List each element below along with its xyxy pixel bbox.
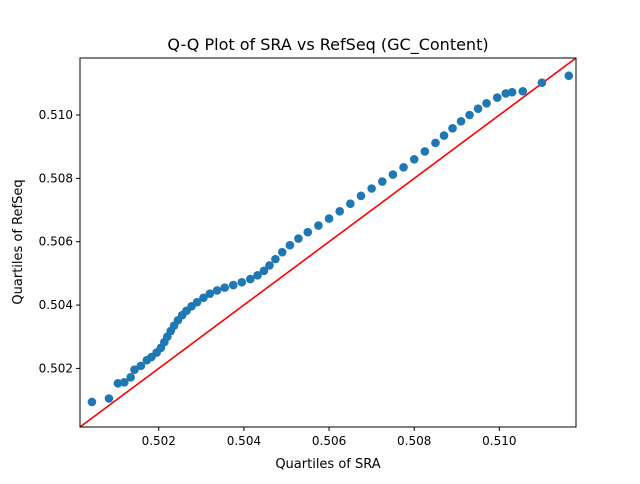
- data-point: [314, 221, 323, 230]
- data-point: [303, 227, 313, 237]
- data-point: [271, 254, 280, 264]
- data-point: [377, 177, 387, 186]
- data-point: [220, 283, 230, 292]
- chart-title: Q-Q Plot of SRA vs RefSeq (GC_Content): [167, 35, 488, 55]
- x-tick-label: 0.508: [397, 434, 431, 448]
- data-point: [277, 247, 287, 257]
- data-point: [448, 124, 457, 133]
- data-point: [456, 117, 466, 126]
- data-point: [537, 78, 547, 88]
- reference-line: [80, 58, 576, 427]
- data-point: [518, 86, 528, 96]
- data-point: [119, 378, 129, 387]
- y-tick-label: 0.506: [39, 235, 73, 249]
- y-tick-label: 0.502: [39, 361, 73, 375]
- data-point: [465, 110, 474, 120]
- data-point: [356, 191, 366, 201]
- data-point: [237, 277, 247, 287]
- data-point: [482, 98, 491, 108]
- y-axis-ticks: 0.502 0.504 0.506 0.508 0.510: [39, 108, 80, 375]
- data-point: [87, 397, 97, 407]
- data-point: [104, 394, 114, 403]
- data-point: [113, 378, 123, 388]
- data-point: [367, 184, 376, 193]
- data-point: [409, 155, 419, 164]
- data-point: [246, 274, 255, 284]
- y-tick-label: 0.508: [39, 171, 73, 185]
- data-point: [228, 280, 238, 290]
- data-point: [212, 286, 222, 295]
- data-point: [501, 89, 511, 98]
- data-point: [126, 372, 135, 382]
- data-point: [253, 270, 262, 280]
- data-point: [420, 147, 430, 156]
- data-point: [431, 138, 440, 148]
- data-point: [324, 214, 334, 223]
- data-point: [192, 297, 202, 307]
- data-point: [205, 289, 215, 298]
- x-axis-label: Quartiles of SRA: [275, 457, 380, 472]
- data-point: [439, 131, 449, 140]
- data-point: [294, 234, 303, 243]
- data-point: [346, 199, 355, 208]
- data-point: [388, 170, 398, 179]
- data-point: [130, 365, 139, 374]
- data-point: [285, 240, 295, 250]
- x-tick-label: 0.502: [142, 434, 176, 448]
- data-points: [87, 71, 574, 407]
- y-axis-label: Quartiles of RefSeq: [11, 179, 26, 304]
- data-point: [335, 207, 345, 216]
- data-point: [564, 71, 574, 81]
- data-point: [136, 361, 146, 371]
- x-tick-label: 0.504: [227, 434, 261, 448]
- data-point: [259, 266, 269, 276]
- data-point: [507, 87, 517, 97]
- data-point: [265, 261, 274, 270]
- data-point: [399, 162, 408, 172]
- data-point: [492, 93, 502, 102]
- plot-frame: [79, 57, 577, 428]
- y-tick-label: 0.510: [39, 108, 73, 122]
- x-axis-ticks: 0.502 0.504 0.506 0.508 0.510: [142, 427, 517, 448]
- x-tick-label: 0.510: [482, 434, 516, 448]
- data-point: [473, 104, 483, 113]
- y-tick-label: 0.504: [39, 298, 73, 312]
- data-point: [199, 293, 208, 303]
- plot-area: [79, 57, 577, 428]
- x-tick-label: 0.506: [312, 434, 346, 448]
